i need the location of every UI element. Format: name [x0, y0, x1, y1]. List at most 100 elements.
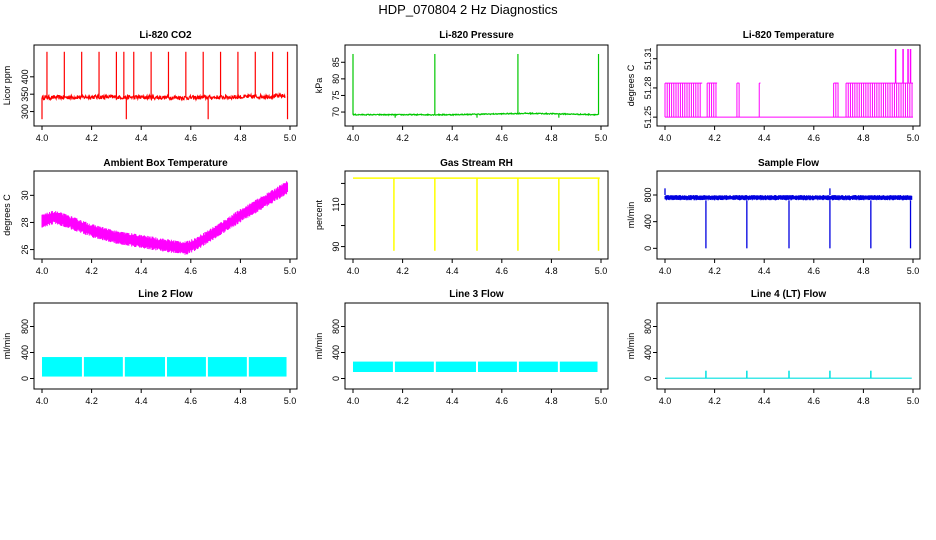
- x-tick-label: 4.4: [135, 266, 148, 276]
- flow-band: [559, 361, 598, 372]
- flow-band: [435, 361, 477, 372]
- x-tick-label: 4.2: [85, 133, 98, 143]
- x-tick-label: 4.2: [396, 396, 409, 406]
- x-tick-label: 4.0: [347, 396, 360, 406]
- x-tick-label: 5.0: [595, 396, 608, 406]
- x-tick-label: 4.6: [496, 266, 509, 276]
- series-line: [41, 91, 286, 102]
- y-tick-label: 300: [20, 104, 30, 119]
- x-tick-label: 4.8: [234, 266, 247, 276]
- y-tick-label: 51.31: [643, 47, 653, 70]
- data-series: [41, 181, 289, 255]
- y-tick-label: 800: [643, 187, 653, 202]
- data-series: [665, 370, 912, 379]
- x-tick-label: 5.0: [284, 133, 297, 143]
- chart-sample-flow: Sample Flow 4.0 4.2 4.4 4.6 4.8 5.0 0 400 800 ml/m…: [626, 158, 921, 276]
- y-tick-label: 800: [20, 319, 30, 334]
- x-tick-label: 5.0: [284, 266, 297, 276]
- chart-box-temperature: Ambient Box Temperature 4.0 4.2 4.4 4.6 4.8 5.…: [2, 158, 298, 276]
- x-tick-label: 4.4: [758, 396, 771, 406]
- x-tick-label: 5.0: [595, 266, 608, 276]
- flow-band: [166, 357, 206, 377]
- y-tick-label: 800: [643, 319, 653, 334]
- chart-title: Li-820 Pressure: [439, 30, 514, 41]
- x-tick-label: 4.0: [36, 133, 49, 143]
- x-tick-label: 4.0: [347, 133, 360, 143]
- data-series: [42, 357, 287, 377]
- y-tick-label: 110: [331, 197, 341, 211]
- flow-band: [477, 361, 517, 372]
- plot-frame: [344, 44, 609, 127]
- x-tick-label: 5.0: [595, 133, 608, 143]
- x-tick-label: 4.2: [708, 266, 721, 276]
- x-tick-label: 4.8: [545, 266, 558, 276]
- y-tick-label: 0: [643, 246, 653, 251]
- chart-co2: Li-820 CO2 4.0 4.2 4.4 4.6 4.8 5.0 300 350 400 Lic…: [2, 30, 298, 143]
- x-tick-label: 4.4: [135, 133, 148, 143]
- y-axis-label: degrees C: [626, 64, 636, 106]
- y-axis-label: kPa: [314, 78, 324, 94]
- x-tick-label: 4.6: [808, 396, 821, 406]
- y-tick-label: 400: [20, 69, 30, 84]
- chart-line2-flow: Line 2 Flow 4.0 4.2 4.4 4.6 4.8 5.0 0 400 800 ml/m…: [2, 289, 298, 406]
- chart-title: Line 4 (LT) Flow: [751, 289, 827, 300]
- y-axis-label: ml/min: [626, 333, 636, 360]
- plot-frame: [656, 302, 921, 390]
- y-axis-label: ml/min: [2, 333, 12, 360]
- y-tick-label: 80: [331, 74, 341, 84]
- x-tick-label: 4.2: [708, 133, 721, 143]
- chart-temperature: Li-820 Temperature 4.0 4.2 4.4 4.6 4.8 5.0 51.2…: [626, 30, 921, 143]
- x-tick-label: 5.0: [284, 396, 297, 406]
- chart-line3-flow: Line 3 Flow 4.0 4.2 4.4 4.6 4.8 5.0 0 400 800 ml/m…: [314, 289, 609, 406]
- x-tick-label: 4.2: [396, 266, 409, 276]
- x-tick-label: 4.0: [36, 266, 49, 276]
- x-tick-label: 4.8: [234, 396, 247, 406]
- data-series: [353, 177, 600, 251]
- chart-title: Li-820 Temperature: [743, 30, 835, 41]
- x-tick-label: 4.0: [659, 266, 672, 276]
- x-tick-label: 4.8: [857, 266, 870, 276]
- y-tick-label: 28: [20, 217, 30, 227]
- y-tick-label: 70: [331, 107, 341, 117]
- x-tick-label: 4.8: [857, 133, 870, 143]
- plot-frame: [656, 44, 921, 127]
- x-tick-label: 4.4: [758, 266, 771, 276]
- x-tick-label: 4.4: [135, 396, 148, 406]
- x-tick-label: 4.0: [659, 396, 672, 406]
- x-tick-label: 4.8: [545, 133, 558, 143]
- data-series: [352, 53, 600, 118]
- x-tick-label: 4.0: [36, 396, 49, 406]
- flow-band: [42, 357, 82, 377]
- chart-title: Li-820 CO2: [139, 30, 192, 41]
- flow-band: [394, 361, 434, 372]
- plot-frame: [33, 302, 298, 390]
- data-series: [353, 361, 598, 372]
- plot-frame: [33, 44, 298, 127]
- x-tick-label: 4.2: [396, 133, 409, 143]
- chart-title: Gas Stream RH: [440, 158, 513, 169]
- plot-frame: [656, 170, 921, 260]
- plot-frame: [344, 302, 609, 390]
- y-tick-label: 0: [20, 376, 30, 381]
- x-tick-label: 4.4: [446, 266, 459, 276]
- flow-band: [83, 357, 123, 377]
- chart-title: Ambient Box Temperature: [103, 158, 228, 169]
- chart-gas-stream-rh: Gas Stream RH 4.0 4.2 4.4 4.6 4.8 5.0 90 110 perc…: [314, 158, 609, 276]
- chart-title: Line 2 Flow: [138, 289, 193, 300]
- x-tick-label: 4.0: [347, 266, 360, 276]
- y-tick-label: 51.28: [643, 77, 653, 100]
- y-tick-label: 400: [20, 345, 30, 360]
- y-tick-label: 51.25: [643, 106, 653, 129]
- y-axis-label: degrees C: [2, 194, 12, 236]
- flow-band: [207, 357, 247, 377]
- y-axis-label: ml/min: [314, 333, 324, 360]
- y-tick-label: 0: [331, 376, 341, 381]
- x-tick-label: 4.6: [496, 396, 509, 406]
- y-axis-label: Licor ppm: [2, 66, 12, 106]
- y-tick-label: 75: [331, 90, 341, 100]
- flow-band: [124, 357, 166, 377]
- x-tick-label: 4.4: [446, 396, 459, 406]
- y-tick-label: 800: [331, 319, 341, 334]
- data-series: [664, 188, 913, 249]
- data-series: [41, 51, 289, 120]
